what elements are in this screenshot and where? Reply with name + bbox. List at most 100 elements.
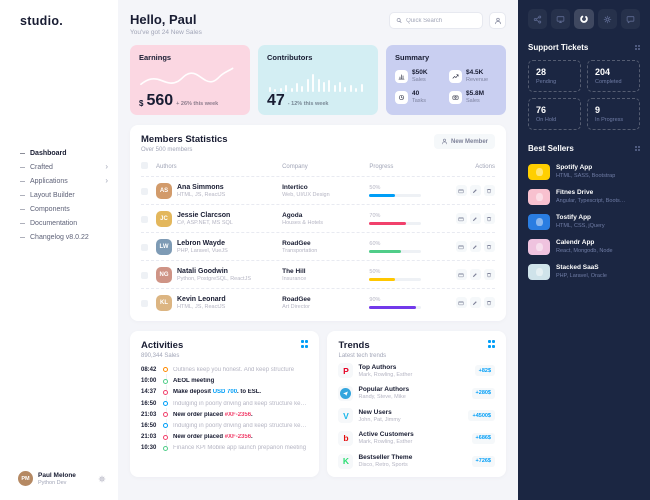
stats-button[interactable] xyxy=(574,9,594,29)
progress-label: 50% xyxy=(369,269,381,276)
sidebar-item-dashboard[interactable]: Dashboard xyxy=(0,146,118,160)
grid-squares-icon[interactable] xyxy=(487,340,495,348)
display-icon xyxy=(557,15,565,23)
delete-button[interactable] xyxy=(483,269,495,281)
trash-icon xyxy=(487,272,492,278)
summary-card: Summary $50K Sales $4.5K Revenue 40 Tasks xyxy=(386,45,506,116)
settings-button[interactable] xyxy=(597,9,617,29)
sidebar-item-changelog[interactable]: Changelog v8.0.22 xyxy=(0,230,118,244)
edit-button[interactable] xyxy=(469,297,481,309)
dots-menu-icon[interactable] xyxy=(634,44,640,51)
grid-squares-icon[interactable] xyxy=(300,340,309,348)
display-button[interactable] xyxy=(551,9,571,29)
best-seller-item[interactable]: Tostify App HTML, CSS, jQuery xyxy=(528,209,640,234)
sidebar-item-layout-builder[interactable]: Layout Builder xyxy=(0,188,118,202)
profile-role: Python Dev xyxy=(38,479,67,486)
sidebar-item-label: Documentation xyxy=(30,219,78,227)
card-action-button[interactable] xyxy=(455,297,467,309)
company-desc: Web, UI/UX Design xyxy=(282,192,330,199)
author-name[interactable]: Jessie Clarcson xyxy=(177,211,231,219)
delete-button[interactable] xyxy=(483,185,495,197)
support-ticket-tiles: 28 Pending 204 Completed 76 On Hold 9 In Pro… xyxy=(528,60,640,130)
sidebar-item-label: Layout Builder xyxy=(30,191,75,199)
trends-list: P Top Authors Mark, Rowling, Esther +82$ … xyxy=(338,359,495,472)
support-tickets-title: Support Tickets xyxy=(528,43,589,52)
sidebar-item-applications[interactable]: Applications › xyxy=(0,174,118,188)
left-sidebar: studio. Dashboard Crafted › Applications ›… xyxy=(0,0,118,500)
timeline-item: 21:03 New order placed #XF-2356. xyxy=(141,411,253,428)
row-checkbox[interactable] xyxy=(141,243,148,251)
share-button[interactable] xyxy=(528,9,548,29)
trend-badge: +686$ xyxy=(471,432,495,444)
card-action-button[interactable] xyxy=(455,269,467,281)
select-all-checkbox[interactable] xyxy=(141,162,148,170)
edit-button[interactable] xyxy=(469,269,481,281)
order-link[interactable]: #XF-2356 xyxy=(224,411,252,418)
sidebar-toolbar xyxy=(528,9,641,29)
avatar: NG xyxy=(156,266,172,283)
company-name: Intertico xyxy=(282,183,308,191)
new-member-button[interactable]: New Member xyxy=(433,134,495,150)
trend-item[interactable]: P Top Authors Mark, Rowling, Esther +82$ xyxy=(338,359,495,382)
row-checkbox[interactable] xyxy=(141,271,148,279)
gear-icon[interactable] xyxy=(98,475,106,483)
dots-menu-icon[interactable] xyxy=(634,145,640,152)
summary-item-sales: $50K Sales xyxy=(395,69,443,83)
delete-button[interactable] xyxy=(483,213,495,225)
search-box[interactable] xyxy=(389,12,483,29)
earnings-currency: $ xyxy=(139,99,144,109)
contributors-delta: - 12% this week xyxy=(287,101,329,108)
table-row: NG Natali Goodwin Python, PostgreSQL, Reac… xyxy=(141,260,495,288)
trends-panel: Trends Latest tech trends P Top Authors M… xyxy=(327,331,506,478)
sidebar-item-documentation[interactable]: Documentation xyxy=(0,216,118,230)
activities-panel: Activities 890,344 Sales 08:42 Outlines k… xyxy=(130,331,320,478)
trend-item[interactable]: Popular Authors Randy, Steve, Mike +280$ xyxy=(338,382,495,405)
deposit-link[interactable]: USD 700 xyxy=(212,389,238,396)
sidebar-item-label: Crafted xyxy=(30,163,53,171)
avatar: JC xyxy=(156,210,172,227)
edit-button[interactable] xyxy=(469,241,481,253)
row-checkbox[interactable] xyxy=(141,215,148,223)
sidebar-item-components[interactable]: Components xyxy=(0,202,118,216)
pencil-icon xyxy=(473,245,478,249)
delete-button[interactable] xyxy=(483,297,495,309)
edit-button[interactable] xyxy=(469,213,481,225)
row-checkbox[interactable] xyxy=(141,299,148,307)
trend-item[interactable]: b Active Customers Mark, Rowling, Esther … xyxy=(338,427,495,450)
best-seller-item[interactable]: Calendr App React, Mongodb, Node xyxy=(528,234,640,259)
earnings-value: 560 xyxy=(146,92,174,109)
edit-button[interactable] xyxy=(469,185,481,197)
order-link[interactable]: #XF-2356 xyxy=(224,434,252,441)
author-name[interactable]: Natali Goodwin xyxy=(177,267,228,275)
trend-item[interactable]: K Bestseller Theme Disco, Retro, Sports +… xyxy=(338,450,495,473)
sidebar-item-label: Components xyxy=(30,205,70,213)
author-name[interactable]: Kevin Leonard xyxy=(177,295,226,303)
product-thumbnail xyxy=(528,263,550,280)
page-title: Hello, Paul xyxy=(130,12,197,27)
delete-button[interactable] xyxy=(483,241,495,253)
sidebar-item-crafted[interactable]: Crafted › xyxy=(0,160,118,174)
timeline-dot xyxy=(163,434,168,440)
stat-cards: Earnings $ 560 + 26% this week Contribut… xyxy=(130,45,506,116)
trend-item[interactable]: V New Users John, Pat, Jimmy +4500$ xyxy=(338,405,495,428)
author-name[interactable]: Ana Simmons xyxy=(177,183,224,191)
user-profile[interactable]: PM Paul Melone Python Dev xyxy=(0,471,118,486)
user-menu-button[interactable] xyxy=(489,12,506,29)
row-checkbox[interactable] xyxy=(141,187,148,195)
card-action-button[interactable] xyxy=(455,185,467,197)
best-sellers-list: Spotify App HTML, SASS, Bootstrap Fitnes … xyxy=(528,159,640,284)
author-name[interactable]: Lebron Wayde xyxy=(177,239,225,247)
main-content: Hello, Paul You've got 24 New Sales Earn… xyxy=(118,0,518,500)
progress-label: 50% xyxy=(369,185,381,192)
card-action-button[interactable] xyxy=(455,213,467,225)
search-input[interactable] xyxy=(406,17,476,24)
trends-subtitle: Latest tech trends xyxy=(338,353,387,360)
best-seller-item[interactable]: Stacked SaaS PHP, Laravel, Oracle xyxy=(528,259,640,284)
best-seller-item[interactable]: Fitnes Drive Angular, Typescript, Bootstr… xyxy=(528,184,640,209)
earnings-card: Earnings $ 560 + 26% this week xyxy=(130,45,250,116)
best-seller-item[interactable]: Spotify App HTML, SASS, Bootstrap xyxy=(528,159,640,184)
dash-icon xyxy=(20,236,25,238)
card-action-button[interactable] xyxy=(455,241,467,253)
chat-button[interactable] xyxy=(620,9,641,29)
progress-label: 90% xyxy=(369,297,381,304)
